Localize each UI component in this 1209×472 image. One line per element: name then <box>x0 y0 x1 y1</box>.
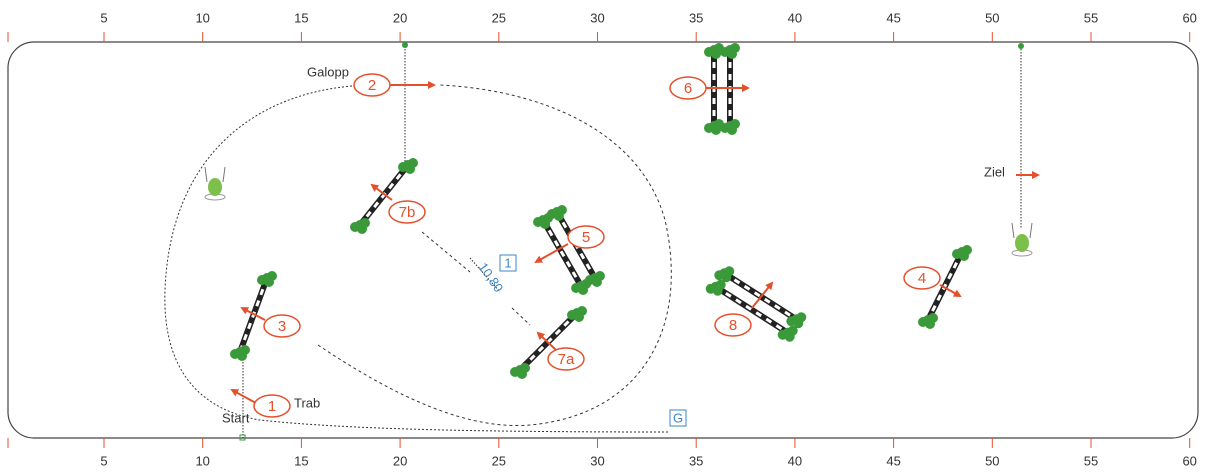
bush <box>591 277 602 288</box>
bush <box>405 164 415 174</box>
bush <box>237 351 247 361</box>
ruler-label: 45 <box>886 10 900 25</box>
flags <box>204 166 226 183</box>
bush <box>727 125 737 135</box>
marker-g: G <box>673 410 683 425</box>
pole-stripe <box>723 271 798 321</box>
ruler: 5510101515202025253030353540404545505055… <box>7 10 1197 468</box>
number-badge <box>903 266 941 290</box>
number-badge <box>669 76 707 100</box>
bush <box>540 218 551 229</box>
number-badge <box>714 313 752 337</box>
obstacle-number: 5 <box>582 229 590 246</box>
ruler-label: 5 <box>100 453 107 468</box>
obstacle-number: 6 <box>684 80 692 97</box>
number-badge <box>567 225 605 249</box>
obstacle-number: 4 <box>918 270 926 287</box>
ruler-label: 45 <box>886 453 900 468</box>
post <box>1018 43 1024 49</box>
ruler-label: 20 <box>393 453 407 468</box>
ruler-label: 25 <box>492 453 506 468</box>
bush <box>784 331 795 342</box>
pole-stripe <box>541 219 583 287</box>
bush <box>721 272 732 283</box>
gallop-label: Galopp <box>307 64 349 79</box>
pole-stripe <box>926 251 964 321</box>
arena <box>7 41 1199 439</box>
marker-box <box>499 254 517 272</box>
start-label: Start <box>222 410 250 425</box>
ruler-label: 50 <box>985 10 999 25</box>
ruler-label: 40 <box>788 453 802 468</box>
bush <box>553 211 564 222</box>
ruler-label: 55 <box>1084 453 1098 468</box>
ruler-label: 35 <box>689 10 703 25</box>
number-badge <box>388 200 426 224</box>
bush <box>727 49 737 59</box>
ruler-label: 10 <box>195 10 209 25</box>
bush <box>959 251 969 261</box>
obstacle-number: 7a <box>558 351 575 368</box>
bush <box>925 319 935 329</box>
obstacle-number: 7b <box>399 204 416 221</box>
obstacle-number: 2 <box>368 77 376 94</box>
obstacle-number: 1 <box>268 398 276 415</box>
bush <box>711 125 721 135</box>
trot-label: Trab <box>294 395 320 410</box>
bush <box>793 318 804 329</box>
ruler-label: 30 <box>590 453 604 468</box>
ruler-label: 25 <box>492 10 506 25</box>
bush <box>711 49 721 59</box>
number-badge <box>263 314 301 338</box>
ruler-label: 40 <box>788 10 802 25</box>
marker-1: 1 <box>504 255 511 270</box>
ruler-label: 55 <box>1084 10 1098 25</box>
ruler-label: 50 <box>985 453 999 468</box>
bush <box>357 224 367 234</box>
bush <box>574 312 584 322</box>
direction-arrows <box>230 81 1040 404</box>
plant <box>1015 234 1029 252</box>
obstacle-number: 8 <box>729 317 737 334</box>
ruler-label: 60 <box>1182 453 1196 468</box>
plant <box>208 178 222 196</box>
bush <box>578 284 589 295</box>
bush <box>517 369 527 379</box>
ruler-label: 60 <box>1182 10 1196 25</box>
ruler-label: 30 <box>590 10 604 25</box>
bush <box>264 277 274 287</box>
obstacles <box>204 42 1033 441</box>
bush <box>712 285 723 296</box>
ruler-label: 15 <box>294 10 308 25</box>
ruler-label: 5 <box>100 10 107 25</box>
post <box>402 42 408 48</box>
ruler-label: 20 <box>393 10 407 25</box>
marker-box <box>669 409 687 427</box>
finish-label: Ziel <box>984 164 1005 179</box>
ruler-label: 10 <box>195 453 209 468</box>
pole-stripe <box>714 285 789 335</box>
pole-stripe <box>518 311 579 372</box>
number-badge <box>547 347 585 371</box>
flags <box>1011 222 1033 239</box>
ruler-label: 15 <box>294 453 308 468</box>
number-badge <box>253 394 291 418</box>
labels: Galopp Trab Start Ziel 10,80 1 G 1234567… <box>222 64 1005 427</box>
number-badge <box>353 73 391 97</box>
ruler-label: 35 <box>689 453 703 468</box>
post <box>239 434 246 441</box>
obstacle-number: 3 <box>278 318 286 335</box>
